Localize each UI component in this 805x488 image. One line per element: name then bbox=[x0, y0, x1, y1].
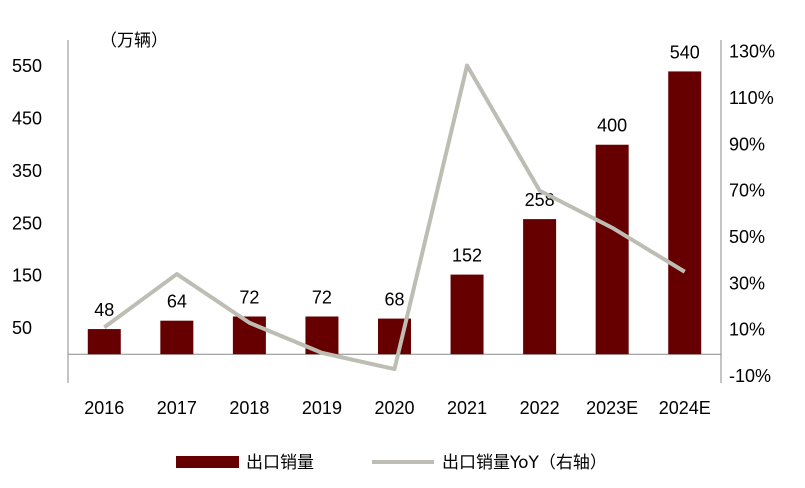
right-axis-tick-label: 70% bbox=[729, 181, 765, 201]
right-axis-tick-label: 130% bbox=[729, 42, 775, 62]
bar-data-label: 64 bbox=[167, 292, 187, 312]
left-axis-tick-label: 50 bbox=[12, 318, 32, 338]
right-axis-tick-label: 90% bbox=[729, 134, 765, 154]
bar-data-label: 48 bbox=[94, 300, 114, 320]
bar-data-label: 400 bbox=[597, 116, 627, 136]
bar-2016 bbox=[87, 329, 121, 355]
bar-data-label: 68 bbox=[384, 290, 404, 310]
bar-2022 bbox=[523, 219, 557, 355]
line-series bbox=[103, 63, 686, 372]
left-axis-tick-label: 350 bbox=[12, 161, 42, 181]
x-tick-label: 2023E bbox=[586, 398, 638, 418]
right-axis-tick-label: 110% bbox=[729, 88, 774, 108]
bar-2023E bbox=[595, 144, 629, 355]
x-tick-label: 2017 bbox=[157, 398, 197, 418]
left-axis-tick-label: 550 bbox=[12, 56, 42, 76]
x-axis-tick-labels: 2016 2017 2018 2019 2020 2021 2022 2023E 2024E bbox=[84, 398, 710, 418]
right-axis-tick-label: 10% bbox=[729, 320, 765, 340]
bar-2021 bbox=[450, 274, 484, 355]
unit-label: （万辆） bbox=[100, 31, 168, 51]
x-tick-label: 2021 bbox=[447, 398, 487, 418]
bar-series bbox=[87, 71, 702, 355]
legend-label-bar: 出口销量 bbox=[246, 453, 314, 473]
legend: 出口销量 出口销量YoY（右轴） bbox=[176, 453, 607, 473]
legend-label-line: 出口销量YoY（右轴） bbox=[442, 453, 607, 473]
legend-label-line-text: 出口销量YoY（右轴 bbox=[442, 453, 590, 473]
right-axis-tick-label: 50% bbox=[729, 227, 765, 247]
right-axis: -10% 10% 30% 50% 70% 90% 110% 130% bbox=[729, 42, 775, 386]
left-axis-tick-label: 150 bbox=[12, 266, 42, 286]
x-tick-label: 2016 bbox=[84, 398, 124, 418]
left-axis-tick-label: 250 bbox=[12, 213, 42, 233]
bar-data-label: 72 bbox=[312, 287, 332, 307]
left-axis: 50 150 250 350 450 550 bbox=[12, 56, 42, 338]
legend-closing-bracket: ） bbox=[590, 453, 607, 473]
bar-data-label: 540 bbox=[670, 42, 700, 62]
right-axis-tick-label: -10% bbox=[729, 366, 771, 386]
x-tick-label: 2020 bbox=[374, 398, 414, 418]
x-tick-label: 2019 bbox=[302, 398, 342, 418]
x-tick-label: 2024E bbox=[659, 398, 711, 418]
right-axis-tick-label: 30% bbox=[729, 273, 765, 293]
bar-2024E bbox=[668, 71, 702, 355]
bar-data-label: 72 bbox=[239, 287, 259, 307]
bar-data-label: 152 bbox=[452, 246, 482, 266]
x-tick-label: 2022 bbox=[520, 398, 560, 418]
bar-data-label: 258 bbox=[525, 190, 555, 210]
left-axis-tick-label: 450 bbox=[12, 109, 42, 129]
legend-swatch-bar bbox=[176, 456, 239, 468]
bar-2017 bbox=[160, 320, 194, 355]
x-tick-label: 2018 bbox=[229, 398, 269, 418]
